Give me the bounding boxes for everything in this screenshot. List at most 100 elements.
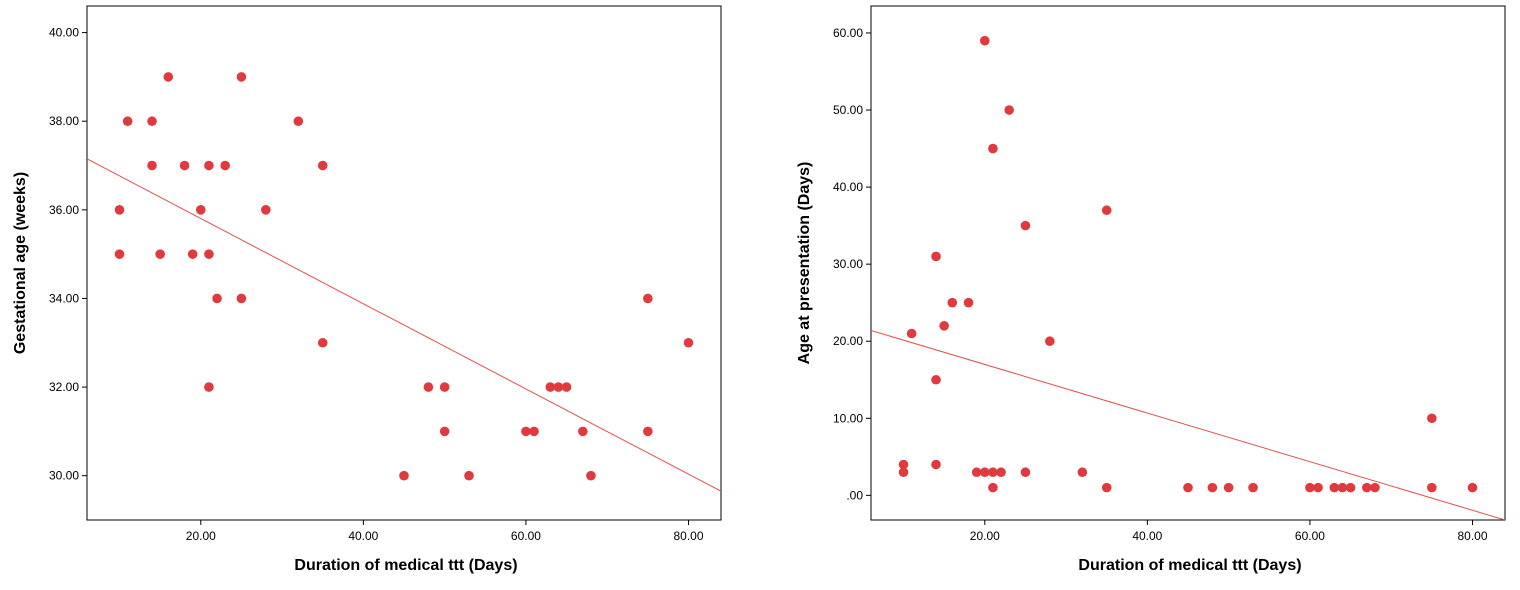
data-point — [1370, 482, 1380, 493]
y-tick-label: 50.00 — [833, 103, 863, 117]
data-point — [147, 160, 157, 171]
data-point — [898, 467, 909, 478]
data-point — [1020, 467, 1031, 478]
data-point — [204, 160, 214, 171]
data-point — [988, 467, 998, 478]
data-point — [979, 35, 990, 46]
data-point — [204, 249, 214, 259]
data-point — [1305, 482, 1315, 493]
x-axis-title: Duration of medical ttt (Days) — [294, 557, 517, 574]
y-tick-label: 30.00 — [833, 257, 863, 271]
y-tick-label: 20.00 — [833, 334, 863, 348]
data-point — [586, 470, 596, 481]
x-tick-label: 40.00 — [1132, 529, 1162, 543]
gestational-age-plot: 20.00 40.00 60.00 80.00 30.00 32.00 34.00 36.00… — [12, 5, 722, 574]
data-point — [931, 251, 941, 262]
data-point — [212, 293, 222, 304]
x-axis-title: Duration of medical ttt (Days) — [1078, 557, 1301, 574]
data-point — [979, 467, 990, 478]
fit-line — [871, 329, 1505, 520]
y-tick-label: 60.00 — [833, 26, 863, 40]
y-tick-label: 38.00 — [49, 114, 79, 128]
x-tick-label: 80.00 — [1457, 529, 1487, 543]
data-point — [439, 426, 450, 437]
data-point — [261, 205, 271, 215]
data-point — [236, 72, 247, 82]
data-point — [147, 116, 157, 127]
data-point — [1077, 467, 1088, 478]
fit-line — [87, 158, 721, 492]
data-point — [988, 482, 998, 493]
y-tick-label: 32.00 — [49, 380, 79, 394]
plot-frame — [86, 5, 722, 521]
data-point — [464, 470, 474, 481]
data-point — [317, 337, 328, 348]
age-presentation-plot: 20.00 40.00 60.00 80.00 .00 10.00 20.00 30.00 40… — [796, 5, 1506, 574]
x-tick-label: 20.00 — [186, 529, 216, 543]
data-point — [683, 337, 694, 348]
data-point — [906, 328, 917, 339]
data-point — [220, 160, 230, 171]
x-tick-label: 60.00 — [1295, 529, 1325, 543]
data-point — [1345, 482, 1356, 493]
data-point — [423, 382, 434, 392]
data-point — [545, 382, 556, 392]
y-axis-title: Gestational age (weeks) — [12, 172, 29, 354]
data-point — [1329, 482, 1340, 493]
data-point — [931, 459, 941, 470]
data-point — [195, 205, 206, 215]
data-point — [179, 160, 190, 171]
data-point — [553, 382, 564, 392]
data-point — [293, 116, 304, 127]
data-point — [1313, 482, 1323, 493]
data-point — [529, 426, 539, 437]
y-tick-label: 10.00 — [833, 411, 863, 425]
x-tick-label: 80.00 — [673, 529, 703, 543]
data-point — [971, 467, 982, 478]
y-tick-label: .00 — [846, 488, 863, 502]
y-axis-title: Age at presentation (Days) — [796, 162, 813, 365]
data-point — [1467, 482, 1478, 493]
data-point — [187, 249, 198, 259]
data-point — [1337, 482, 1348, 493]
data-point — [1183, 482, 1193, 493]
data-point — [963, 297, 974, 308]
data-point — [1362, 482, 1372, 493]
data-point — [1020, 220, 1031, 231]
data-point — [114, 205, 125, 215]
x-tick-label: 20.00 — [970, 529, 1000, 543]
data-point — [155, 249, 165, 259]
y-tick-label: 40.00 — [833, 180, 863, 194]
data-point — [643, 426, 653, 437]
data-point — [439, 382, 450, 392]
data-point — [114, 249, 125, 259]
data-point — [643, 293, 653, 304]
data-point — [1207, 482, 1218, 493]
data-point — [939, 321, 949, 331]
x-tick-label: 40.00 — [348, 529, 378, 543]
data-point — [996, 467, 1006, 478]
data-point — [317, 160, 328, 171]
data-point — [898, 459, 909, 470]
data-point — [988, 143, 998, 154]
data-point — [931, 374, 941, 385]
data-point — [1101, 482, 1112, 493]
data-point — [521, 426, 531, 437]
plot-frame — [870, 5, 1506, 521]
data-point — [1427, 482, 1437, 493]
data-point — [1248, 482, 1258, 493]
data-point — [1427, 413, 1437, 424]
data-point — [204, 382, 214, 392]
data-point — [561, 382, 572, 392]
data-point — [163, 72, 174, 82]
data-point — [947, 297, 958, 308]
data-point — [122, 116, 133, 127]
data-point — [1223, 482, 1234, 493]
y-tick-label: 40.00 — [49, 26, 79, 40]
y-tick-label: 36.00 — [49, 203, 79, 217]
data-point — [1004, 105, 1014, 115]
y-tick-label: 30.00 — [49, 469, 79, 483]
data-point — [236, 293, 247, 304]
y-tick-label: 34.00 — [49, 291, 79, 305]
